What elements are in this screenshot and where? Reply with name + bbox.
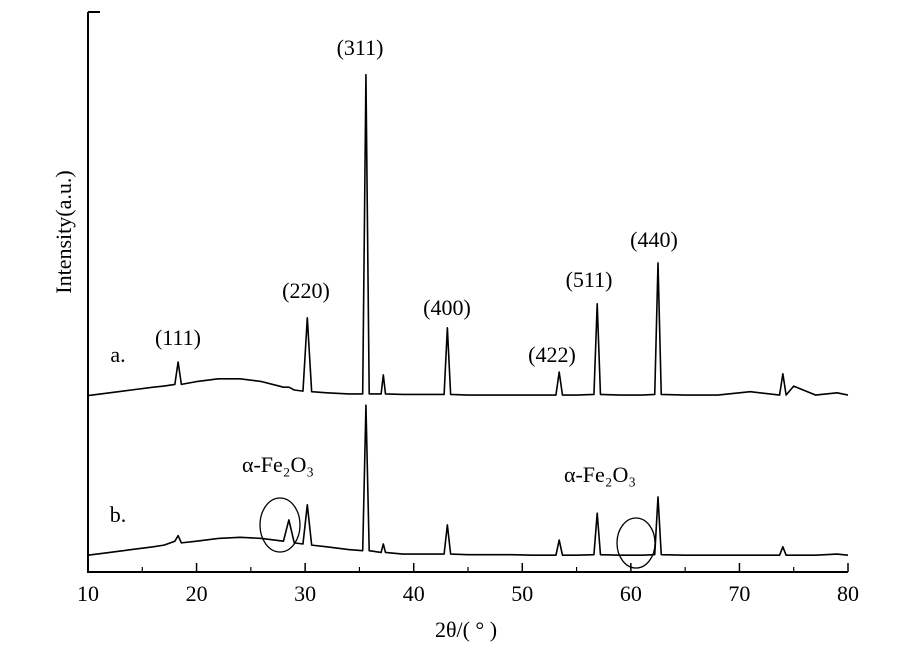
highlight-circle xyxy=(259,497,301,553)
y-axis-label: Intensity(a.u.) xyxy=(51,170,76,293)
annotation: (111) xyxy=(155,325,201,350)
x-tick-label: 70 xyxy=(728,581,750,606)
highlight-circle xyxy=(616,517,656,569)
x-tick-label: 80 xyxy=(837,581,859,606)
annotation: α-Fe₂O₃ xyxy=(242,452,314,477)
annotation: (220) xyxy=(282,278,330,303)
x-tick-label: 50 xyxy=(511,581,533,606)
x-tick-label: 10 xyxy=(77,581,99,606)
annotation: (311) xyxy=(337,35,384,60)
xrd-trace xyxy=(87,404,849,556)
x-tick-label: 30 xyxy=(294,581,316,606)
annotation: α-Fe₂O₃ xyxy=(564,462,636,487)
annotation: b. xyxy=(110,502,127,527)
x-tick-label: 40 xyxy=(403,581,425,606)
annotation: (400) xyxy=(423,295,471,320)
annotation: (440) xyxy=(630,227,678,252)
annotation: (422) xyxy=(528,342,576,367)
annotation: (511) xyxy=(566,267,613,292)
x-tick-label: 60 xyxy=(620,581,642,606)
x-axis-label: 2θ/( ° ) xyxy=(435,617,497,642)
xrd-trace xyxy=(87,73,849,397)
annotation: a. xyxy=(110,342,125,367)
x-tick-label: 20 xyxy=(186,581,208,606)
